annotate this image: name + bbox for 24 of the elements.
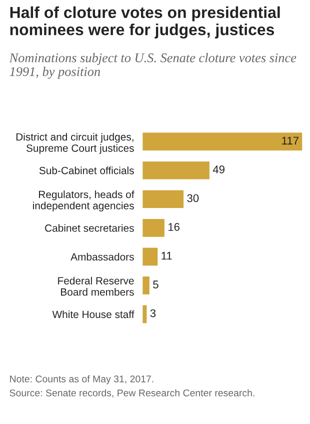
bar bbox=[142, 276, 150, 294]
data-label: 30 bbox=[187, 194, 199, 202]
y-tick-label: White House staff bbox=[52, 310, 134, 318]
data-label: 5 bbox=[153, 280, 158, 288]
source-note: Source: Senate records, Pew Research Center research. bbox=[10, 389, 254, 398]
bar bbox=[142, 132, 302, 151]
chart-title: Half of cloture votes on presidential nominees were for judges, justices bbox=[10, 6, 280, 39]
y-tick-label: Sub-Cabinet officials bbox=[39, 166, 134, 174]
y-tick-label: Cabinet secretaries bbox=[45, 224, 134, 232]
bar bbox=[142, 190, 184, 208]
bar bbox=[142, 218, 164, 237]
bar bbox=[142, 161, 210, 180]
data-label: 49 bbox=[212, 165, 224, 174]
data-label: 117 bbox=[282, 136, 298, 144]
data-label: 11 bbox=[162, 252, 172, 260]
y-tick-label: Federal Reserve Board members bbox=[58, 276, 134, 296]
text: Note: Counts as of May 31, 2017. bbox=[10, 375, 154, 384]
bar bbox=[142, 248, 158, 266]
chart-subtitle: Nominations subject to U.S. Senate cloture votes since 1991, by position bbox=[9, 53, 296, 79]
data-label: 16 bbox=[168, 223, 180, 231]
y-tick-label: District and circuit judges, Supreme Court justices bbox=[16, 132, 134, 154]
y-tick-label: Regulators, heads of independent agencies bbox=[33, 190, 134, 212]
y-tick-label: Ambassadors bbox=[70, 252, 134, 261]
data-label: 3 bbox=[150, 309, 156, 318]
